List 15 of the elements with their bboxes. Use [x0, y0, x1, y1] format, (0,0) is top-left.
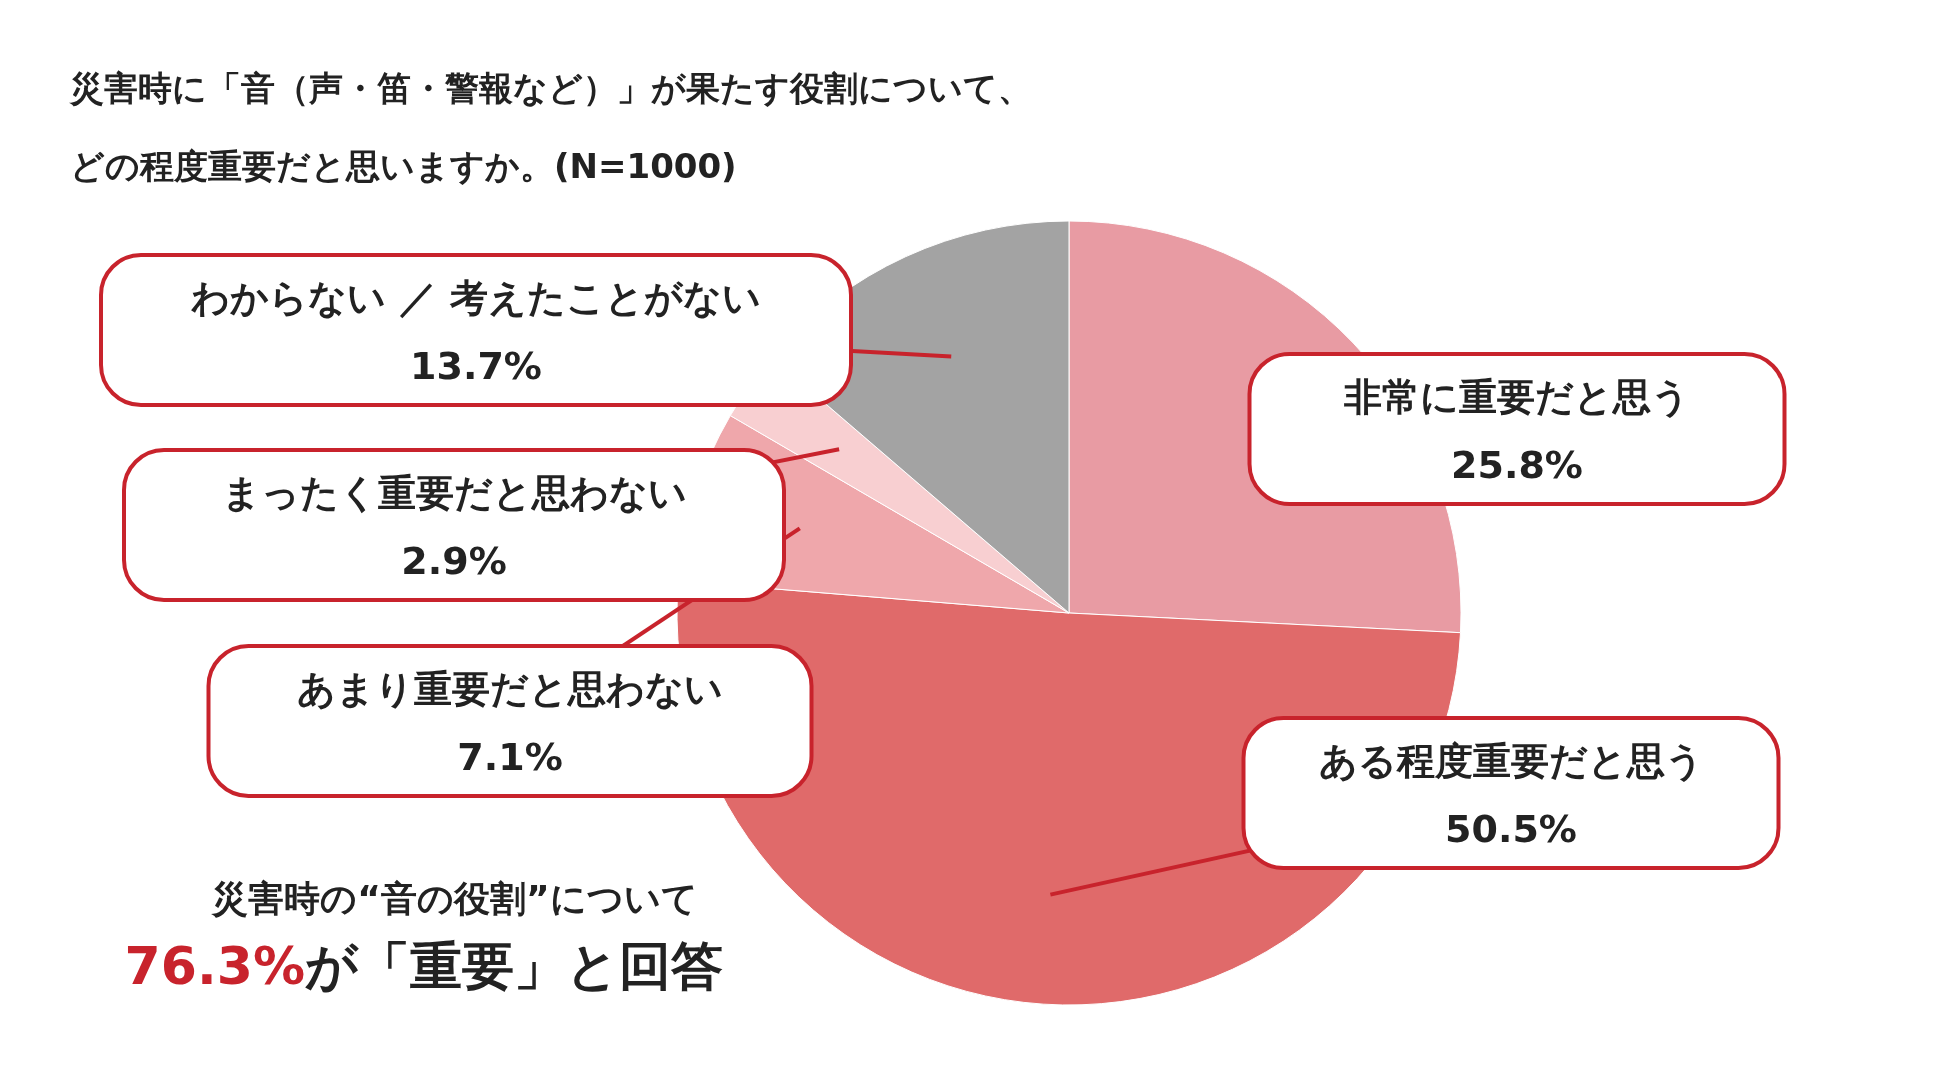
data-label: 50.5%	[1445, 807, 1577, 851]
data-label: 7.1%	[457, 735, 563, 779]
data-label: 13.7%	[410, 344, 542, 388]
slice-label: あまり重要だと思わない	[297, 667, 723, 711]
slice-label: まったく重要だと思わない	[221, 471, 687, 515]
data-label: 25.8%	[1451, 443, 1583, 487]
chart-title: 災害時に「音（声・笛・警報など）」が果たす役割について、	[69, 68, 1032, 108]
data-label: 2.9%	[401, 539, 507, 583]
slice-label: わからない ／ 考えたことがない	[190, 276, 762, 320]
chart-subtitle: どの程度重要だと思いますか。(N=1000)	[70, 146, 737, 186]
text: 76.3%	[124, 936, 305, 996]
text: が「重要」と回答	[305, 936, 723, 996]
slice-label: 非常に重要だと思う	[1343, 375, 1690, 419]
text: 災害時の“音の役割”について	[211, 878, 698, 919]
slice-label: ある程度重要だと思う	[1318, 739, 1704, 783]
